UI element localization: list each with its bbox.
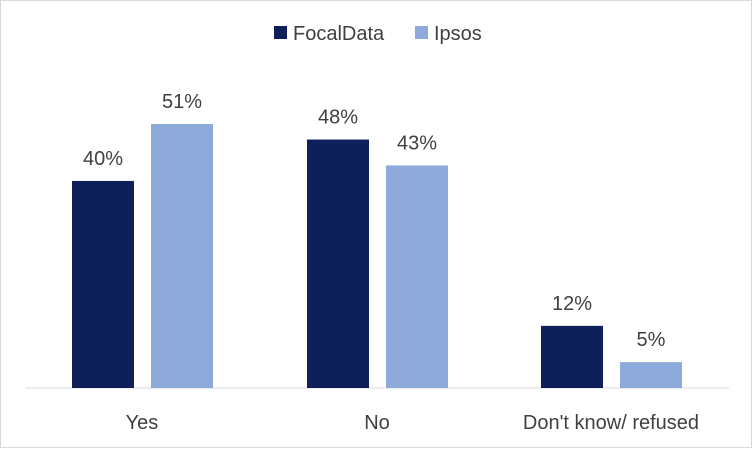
data-label-focaldata-yes: 40% <box>83 148 123 170</box>
legend-label-focaldata: FocalData <box>293 23 385 45</box>
bar-ipsos-yes <box>151 124 213 388</box>
data-label-ipsos-no: 43% <box>397 132 437 154</box>
bar-ipsos-no <box>386 165 448 388</box>
legend-swatch-ipsos <box>415 26 428 39</box>
bar-focaldata-don-t-know-refused <box>541 325 603 388</box>
legend-label-ipsos: Ipsos <box>434 23 482 45</box>
data-label-focaldata-don-t-know-refused: 12% <box>552 293 592 315</box>
bar-focaldata-no <box>307 139 369 388</box>
data-label-ipsos-yes: 51% <box>162 91 202 113</box>
bar-focaldata-yes <box>72 180 134 388</box>
category-label-don-t-know-refused: Don't know/ refused <box>523 412 699 434</box>
data-label-focaldata-no: 48% <box>318 107 358 129</box>
category-label-yes: Yes <box>126 412 159 434</box>
bar-ipsos-don-t-know-refused <box>620 362 682 388</box>
legend-swatch-focaldata <box>274 26 287 39</box>
category-label-no: No <box>364 412 390 434</box>
data-label-ipsos-don-t-know-refused: 5% <box>637 329 666 351</box>
